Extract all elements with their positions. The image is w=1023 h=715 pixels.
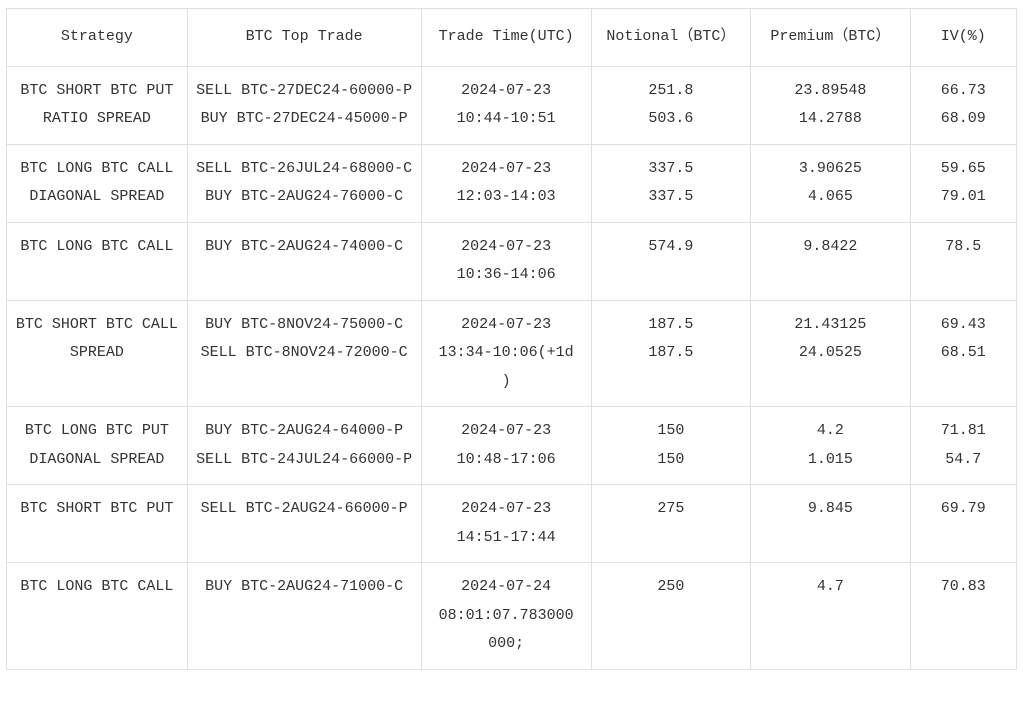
cell-trade: BUY BTC-2AUG24-71000-C [187, 563, 421, 670]
cell-iv: 71.81 54.7 [910, 407, 1016, 485]
cell-time: 2024-07-23 13:34-10:06(+1d ) [421, 300, 591, 407]
cell-premium: 23.89548 14.2788 [751, 66, 910, 144]
table-row: BTC LONG BTC CALL DIAGONAL SPREAD SELL B… [7, 144, 1017, 222]
cell-premium: 4.2 1.015 [751, 407, 910, 485]
cell-trade: SELL BTC-27DEC24-60000-P BUY BTC-27DEC24… [187, 66, 421, 144]
table-row: BTC SHORT BTC PUT RATIO SPREAD SELL BTC-… [7, 66, 1017, 144]
cell-time: 2024-07-23 12:03-14:03 [421, 144, 591, 222]
cell-iv: 59.65 79.01 [910, 144, 1016, 222]
table-container: Strategy BTC Top Trade Trade Time(UTC) N… [0, 0, 1023, 678]
table-row: BTC LONG BTC CALL BUY BTC-2AUG24-74000-C… [7, 222, 1017, 300]
cell-strategy: BTC LONG BTC CALL DIAGONAL SPREAD [7, 144, 188, 222]
cell-trade: BUY BTC-8NOV24-75000-C SELL BTC-8NOV24-7… [187, 300, 421, 407]
table-row: BTC LONG BTC PUT DIAGONAL SPREAD BUY BTC… [7, 407, 1017, 485]
cell-time: 2024-07-23 14:51-17:44 [421, 485, 591, 563]
cell-strategy: BTC LONG BTC PUT DIAGONAL SPREAD [7, 407, 188, 485]
table-header-row: Strategy BTC Top Trade Trade Time(UTC) N… [7, 9, 1017, 67]
cell-trade: BUY BTC-2AUG24-64000-P SELL BTC-24JUL24-… [187, 407, 421, 485]
cell-iv: 69.43 68.51 [910, 300, 1016, 407]
cell-premium: 9.845 [751, 485, 910, 563]
cell-strategy: BTC LONG BTC CALL [7, 222, 188, 300]
cell-strategy: BTC SHORT BTC PUT RATIO SPREAD [7, 66, 188, 144]
cell-strategy: BTC SHORT BTC PUT [7, 485, 188, 563]
table-row: BTC LONG BTC CALL BUY BTC-2AUG24-71000-C… [7, 563, 1017, 670]
cell-notional: 275 [591, 485, 750, 563]
table-row: BTC SHORT BTC PUT SELL BTC-2AUG24-66000-… [7, 485, 1017, 563]
cell-strategy: BTC SHORT BTC CALL SPREAD [7, 300, 188, 407]
cell-iv: 69.79 [910, 485, 1016, 563]
cell-iv: 70.83 [910, 563, 1016, 670]
cell-notional: 150 150 [591, 407, 750, 485]
cell-premium: 21.43125 24.0525 [751, 300, 910, 407]
trades-table: Strategy BTC Top Trade Trade Time(UTC) N… [6, 8, 1017, 670]
cell-time: 2024-07-23 10:36-14:06 [421, 222, 591, 300]
col-header-trade: BTC Top Trade [187, 9, 421, 67]
cell-time: 2024-07-24 08:01:07.783000 000; [421, 563, 591, 670]
cell-strategy: BTC LONG BTC CALL [7, 563, 188, 670]
col-header-strategy: Strategy [7, 9, 188, 67]
col-header-iv: IV(%) [910, 9, 1016, 67]
cell-premium: 3.90625 4.065 [751, 144, 910, 222]
cell-notional: 187.5 187.5 [591, 300, 750, 407]
cell-time: 2024-07-23 10:44-10:51 [421, 66, 591, 144]
cell-premium: 4.7 [751, 563, 910, 670]
col-header-notional: Notional（BTC） [591, 9, 750, 67]
cell-iv: 66.73 68.09 [910, 66, 1016, 144]
cell-trade: BUY BTC-2AUG24-74000-C [187, 222, 421, 300]
cell-notional: 251.8 503.6 [591, 66, 750, 144]
cell-trade: SELL BTC-26JUL24-68000-C BUY BTC-2AUG24-… [187, 144, 421, 222]
cell-trade: SELL BTC-2AUG24-66000-P [187, 485, 421, 563]
col-header-premium: Premium（BTC） [751, 9, 910, 67]
cell-premium: 9.8422 [751, 222, 910, 300]
col-header-time: Trade Time(UTC) [421, 9, 591, 67]
cell-notional: 250 [591, 563, 750, 670]
cell-notional: 574.9 [591, 222, 750, 300]
cell-iv: 78.5 [910, 222, 1016, 300]
cell-notional: 337.5 337.5 [591, 144, 750, 222]
table-row: BTC SHORT BTC CALL SPREAD BUY BTC-8NOV24… [7, 300, 1017, 407]
cell-time: 2024-07-23 10:48-17:06 [421, 407, 591, 485]
